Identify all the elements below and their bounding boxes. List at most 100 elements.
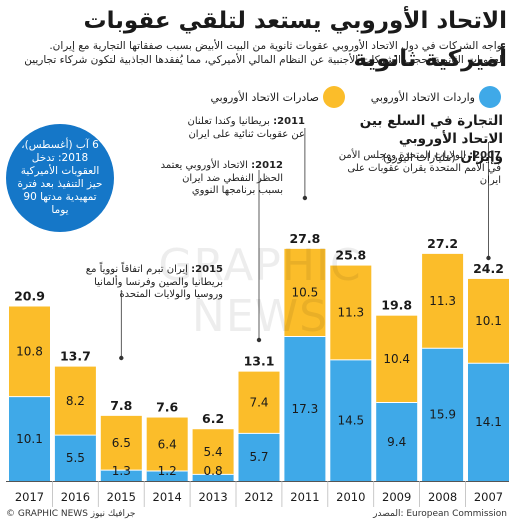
- leader-dot-2011: [302, 195, 308, 201]
- leader-dot-2012: [256, 337, 262, 343]
- page-title: الاتحاد الأوروبي يستعد لتلقي عقوبات أمير…: [83, 8, 507, 72]
- chart-heading-iran: وإيران: [460, 149, 503, 165]
- chart-heading: التجارة في السلع بين الاتحاد الأوروبي وإ…: [333, 112, 503, 167]
- bar-imports-2012: [238, 433, 280, 481]
- label-exports-2010: 11.3: [337, 306, 364, 320]
- note-2015-year: 2015:: [191, 264, 223, 275]
- note-2007: 2007: الولايات المتحدة ومجلس الأمن في ال…: [333, 150, 501, 188]
- footer-credit: © GRAPHIC NEWS جرافيك نيوز: [6, 509, 136, 519]
- bar-exports-2010: [330, 265, 372, 360]
- legend-imports: واردات الاتحاد الأوروبي: [371, 86, 501, 108]
- tick-label-2009: 2009: [382, 490, 411, 504]
- bar-imports-2008: [422, 348, 464, 481]
- chart-heading-unit: (مليارات اليورو): [382, 151, 456, 164]
- label-imports-2017: 10.1: [16, 432, 43, 446]
- leader-dot-2015: [119, 355, 124, 361]
- tick-label-2011: 2011: [290, 490, 319, 504]
- note-2011-text: بريطانيا وكندا تعلنان عن عقوبات ثنائية ع…: [187, 116, 305, 140]
- sanctions-date-text: 6 آب (أغسطس)، 2018: تدخل العقوبات الأمير…: [17, 139, 103, 216]
- label-imports-2009: 9.4: [387, 435, 406, 449]
- bar-exports-2014: [146, 417, 188, 471]
- label-total-2015: 7.8: [110, 398, 132, 413]
- label-imports-2011: 17.3: [292, 402, 319, 416]
- bar-exports-2007: [468, 278, 509, 364]
- note-2015: 2015: إيران تبرم اتفاقاً نووياً مع بريطا…: [73, 264, 223, 302]
- bar-exports-2011: [284, 248, 326, 337]
- leader-dot-2007: [486, 255, 491, 261]
- tick-label-2016: 2016: [61, 490, 90, 504]
- bar-imports-2010: [330, 359, 372, 481]
- label-total-2011: 27.8: [289, 231, 320, 246]
- bar-exports-2016: [54, 366, 96, 436]
- label-exports-2017: 10.8: [16, 345, 43, 359]
- label-total-2010: 25.8: [335, 248, 366, 263]
- note-2007-year: 2007:: [469, 150, 501, 161]
- tick-label-2013: 2013: [198, 490, 227, 504]
- label-exports-2012: 7.4: [249, 396, 268, 410]
- label-exports-2014: 6.4: [158, 437, 177, 451]
- label-exports-2008: 11.3: [429, 294, 456, 308]
- tick-label-2015: 2015: [107, 490, 136, 504]
- bar-exports-2009: [376, 315, 418, 403]
- chart-heading-line1: التجارة في السلع بين الاتحاد الأوروبي: [359, 113, 503, 147]
- label-exports-2015: 6.5: [112, 436, 131, 450]
- bar-imports-2011: [284, 336, 326, 481]
- label-imports-2016: 5.5: [66, 451, 85, 465]
- label-total-2014: 7.6: [156, 400, 178, 415]
- label-imports-2013: 0.8: [204, 464, 223, 478]
- label-total-2008: 27.2: [427, 236, 458, 251]
- note-2012: 2012: الاتحاد الأوروبي يعتمد الحظر النفط…: [155, 160, 283, 198]
- legend-exports: صادرات الاتحاد الأوروبي: [210, 86, 345, 108]
- note-2011-year: 2011:: [273, 116, 305, 127]
- note-2015-text: إيران تبرم اتفاقاً نووياً مع بريطانيا وا…: [85, 264, 223, 300]
- tick-label-2010: 2010: [336, 490, 365, 504]
- bar-exports-2013: [192, 429, 234, 475]
- label-imports-2010: 14.5: [337, 413, 364, 427]
- subtitle-line-2: العقوبات الثانوية تحجب الشركات الأجنبية …: [24, 54, 505, 66]
- label-exports-2009: 10.4: [383, 352, 410, 366]
- tick-label-2014: 2014: [153, 490, 182, 504]
- note-2012-text: الاتحاد الأوروبي يعتمد الحظر النفطي ضد ا…: [160, 160, 283, 196]
- label-imports-2015: 1.3: [112, 464, 131, 478]
- legend-exports-swatch: [323, 86, 345, 108]
- bar-imports-2014: [146, 470, 188, 481]
- legend-imports-label: واردات الاتحاد الأوروبي: [370, 90, 475, 104]
- label-exports-2016: 8.2: [66, 394, 85, 408]
- label-total-2013: 6.2: [202, 411, 224, 426]
- label-imports-2014: 1.2: [158, 464, 177, 478]
- tick-label-2007: 2007: [474, 490, 503, 504]
- label-imports-2008: 15.9: [429, 408, 456, 422]
- subtitle-line-1: تواجه الشركات في دول الاتحاد الأوروبي عق…: [49, 40, 505, 52]
- bar-imports-2015: [100, 470, 142, 481]
- label-exports-2013: 5.4: [204, 445, 223, 459]
- tick-label-2017: 2017: [15, 490, 44, 504]
- bar-exports-2008: [422, 253, 464, 349]
- label-total-2007: 24.2: [473, 261, 504, 276]
- label-exports-2007: 10.1: [475, 314, 502, 328]
- footer-source: المصدر: European Commission: [373, 509, 507, 519]
- bar-imports-2016: [54, 435, 96, 481]
- bar-exports-2017: [9, 306, 50, 397]
- legend-imports-swatch: [479, 86, 501, 108]
- bar-exports-2015: [100, 415, 142, 471]
- bar-imports-2007: [468, 363, 509, 481]
- label-exports-2011: 10.5: [292, 286, 319, 300]
- bar-imports-2009: [376, 402, 418, 481]
- note-2011: 2011: بريطانيا وكندا تعلنان عن عقوبات ثن…: [187, 116, 305, 141]
- legend-exports-label: صادرات الاتحاد الأوروبي: [210, 90, 319, 104]
- label-total-2012: 13.1: [244, 354, 275, 369]
- note-2007-text: الولايات المتحدة ومجلس الأمن في الأمم ال…: [338, 150, 501, 186]
- tick-label-2012: 2012: [244, 490, 273, 504]
- bar-exports-2012: [238, 371, 280, 434]
- bar-imports-2013: [192, 474, 234, 481]
- sanctions-date-callout: 6 آب (أغسطس)، 2018: تدخل العقوبات الأمير…: [6, 124, 114, 232]
- label-imports-2007: 14.1: [475, 415, 502, 429]
- chart-heading-line2: وإيران (مليارات اليورو): [333, 148, 503, 167]
- bar-imports-2017: [9, 396, 50, 481]
- label-total-2009: 19.8: [381, 298, 412, 313]
- tick-label-2008: 2008: [428, 490, 457, 504]
- label-imports-2012: 5.7: [249, 450, 268, 464]
- label-total-2016: 13.7: [60, 349, 91, 364]
- label-total-2017: 20.9: [14, 288, 45, 303]
